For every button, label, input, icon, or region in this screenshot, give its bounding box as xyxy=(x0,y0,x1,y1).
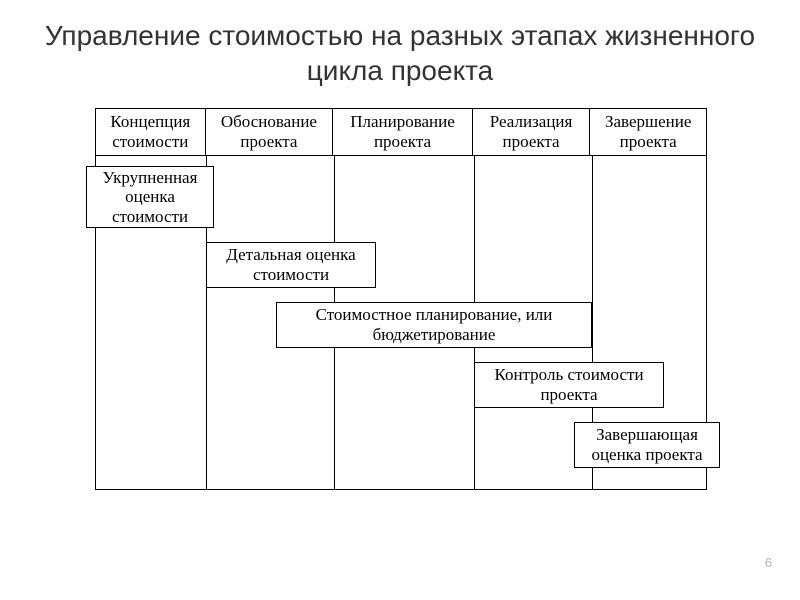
activity-box: Укрупненная оценка стоимости xyxy=(86,166,214,228)
chart-header-row: Концепция стоимостиОбоснование проектаПл… xyxy=(95,108,707,156)
page-number: 6 xyxy=(765,555,772,570)
column-header: Концепция стоимости xyxy=(96,109,206,155)
column-header: Обоснование проекта xyxy=(206,109,334,155)
column-header: Планирование проекта xyxy=(333,109,473,155)
activity-box: Детальная оценка стоимости xyxy=(206,242,376,288)
page-title: Управление стоимостью на разных этапах ж… xyxy=(0,0,800,92)
activity-box: Завершающая оценка проекта xyxy=(574,422,720,468)
activity-box: Контроль стоимости проекта xyxy=(474,362,664,408)
chart-body: Укрупненная оценка стоимостиДетальная оц… xyxy=(95,156,707,490)
activity-box: Стоимостное планирование, или бюджетиров… xyxy=(276,302,592,348)
lifecycle-chart: Концепция стоимостиОбоснование проектаПл… xyxy=(95,108,707,490)
column-header: Завершение проекта xyxy=(590,109,706,155)
column-header: Реализация проекта xyxy=(473,109,591,155)
